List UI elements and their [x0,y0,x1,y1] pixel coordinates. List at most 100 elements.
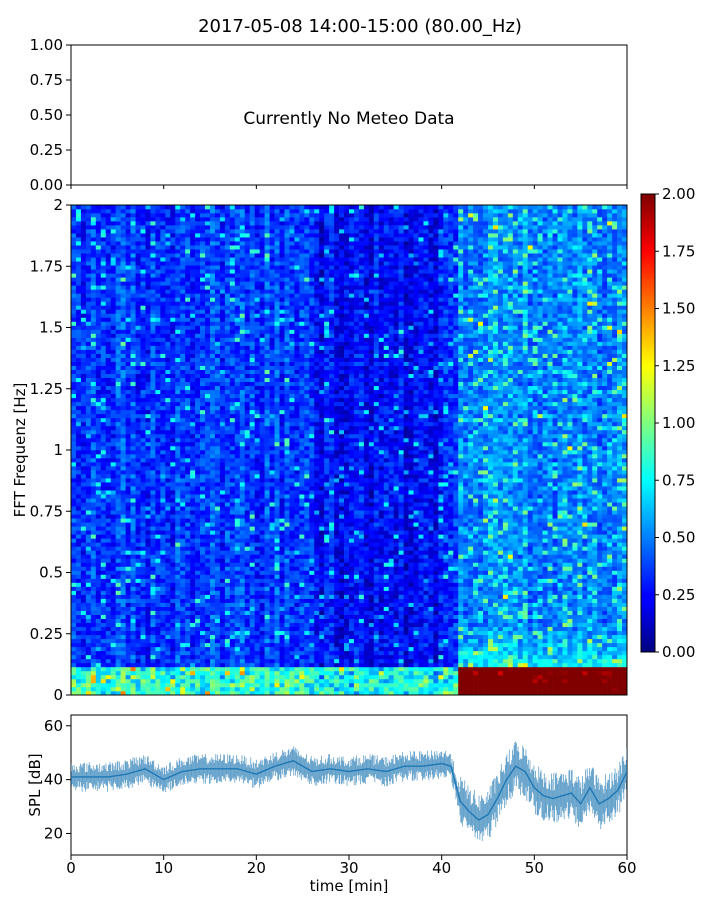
heatmap-cell [200,458,206,463]
heatmap-cell [110,510,116,515]
heatmap-cell [269,409,275,415]
heatmap-cell [105,466,112,471]
heatmap-cell [140,510,146,515]
heatmap-cell [254,293,260,298]
heatmap-cell [195,454,201,459]
heatmap-cell [249,381,255,387]
heatmap-cell [219,566,226,571]
heatmap-cell [210,425,216,431]
heatmap-cell [195,670,201,676]
heatmap-cell [234,454,241,459]
heatmap-cell [214,401,221,407]
heatmap-cell [269,502,275,507]
heatmap-cell [249,437,255,443]
heatmap-cell [259,261,265,266]
heatmap-cell [150,558,156,563]
heatmap-cell [125,357,131,362]
heatmap-cell [180,534,186,539]
heatmap-cell [71,610,77,615]
heatmap-cell [224,425,231,431]
heatmap-cell [135,678,141,684]
heatmap-cell [224,385,231,391]
heatmap-cell [85,217,92,222]
heatmap-cell [155,233,161,238]
heatmap-cell [170,666,176,672]
heatmap-cell [214,466,221,471]
heatmap-cell [130,546,136,551]
heatmap-cell [175,401,181,407]
heatmap-cell [224,630,231,636]
heatmap-cell [224,502,231,507]
heatmap-cell [75,510,82,515]
heatmap-cell [165,678,171,684]
heatmap-cell [190,429,196,435]
heatmap-cell [170,642,176,648]
heatmap-cell [214,321,221,326]
heatmap-cell [234,245,241,250]
heatmap-cell [214,546,221,551]
heatmap-cell [130,678,136,684]
heatmap-cell [224,682,231,688]
heatmap-cell [145,618,151,624]
heatmap-cell [264,626,270,632]
heatmap-cell [249,397,255,403]
heatmap-cell [254,245,260,250]
heatmap-cell [135,333,141,338]
heatmap-cell [254,309,260,314]
heatmap-cell [165,658,171,664]
heatmap-cell [190,277,196,282]
heatmap-cell [195,666,201,672]
heatmap-cell [105,622,112,628]
heatmap-cell [155,638,161,644]
heatmap-cell [210,253,216,258]
heatmap-cell [85,421,92,427]
heatmap-cell [130,590,136,595]
heatmap-cell [110,610,116,615]
heatmap-cell [145,241,151,246]
heatmap-cell [180,317,186,322]
heatmap-cell [85,377,92,383]
heatmap-cell [135,598,141,603]
heatmap-cell [80,558,87,563]
heatmap-cell [80,494,87,499]
heatmap-cell [160,566,166,571]
heatmap-cell [234,445,241,451]
heatmap-cell [75,466,82,471]
heatmap-cell [80,538,87,543]
heatmap-cell [259,546,265,551]
heatmap-cell [95,566,102,571]
heatmap-cell [234,429,241,435]
heatmap-cell [80,562,87,567]
heatmap-cell [80,510,87,515]
heatmap-cell [135,277,141,282]
heatmap-cell [190,578,196,583]
heatmap-cell [175,293,181,298]
heatmap-cell [259,614,265,619]
heatmap-cell [140,389,146,395]
heatmap-cell [229,626,236,632]
heatmap-cell [150,478,156,483]
heatmap-cell [205,654,211,660]
heatmap-cell [214,470,221,475]
heatmap-cell [264,522,270,527]
heatmap-cell [75,301,82,306]
heatmap-cell [120,530,126,535]
heatmap-cell [170,369,176,374]
heatmap-cell [140,397,146,403]
heatmap-cell [125,514,131,519]
heatmap-cell [224,281,231,286]
heatmap-cell [254,405,260,411]
heatmap-cell [95,518,102,523]
heatmap-cell [140,301,146,306]
heatmap-cell [229,670,236,676]
heatmap-cell [214,309,221,314]
heatmap-cell [90,478,97,483]
heatmap-cell [110,385,116,391]
heatmap-cell [214,281,221,286]
heatmap-cell [214,618,221,624]
heatmap-cell [234,249,241,254]
heatmap-cell [259,285,265,290]
heatmap-cell [224,445,231,451]
heatmap-cell [160,245,166,250]
heatmap-cell [254,345,260,350]
